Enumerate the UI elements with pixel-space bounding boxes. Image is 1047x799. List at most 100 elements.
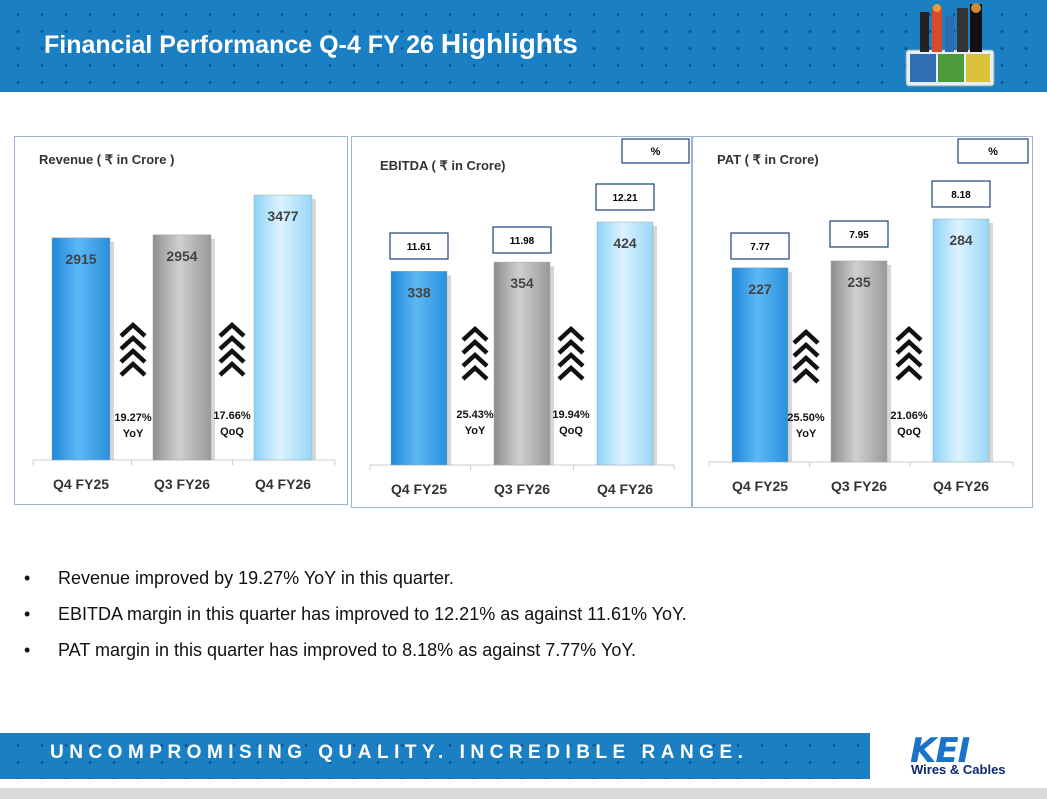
growth-arrow-chevron bbox=[557, 351, 585, 368]
bar-value-label: 227 bbox=[748, 281, 772, 297]
growth-arrow-chevron bbox=[792, 328, 820, 345]
margin-box bbox=[730, 232, 790, 260]
bar-value-label: 235 bbox=[847, 274, 871, 290]
growth-label: QoQ bbox=[559, 425, 583, 437]
bar bbox=[493, 261, 551, 466]
bar bbox=[830, 260, 888, 463]
growth-arrow-chevron bbox=[557, 364, 585, 381]
growth-arrow-chevron bbox=[119, 334, 147, 351]
highlights-list: • Revenue improved by 19.27% YoY in this … bbox=[24, 566, 924, 674]
page-title: Financial Performance Q-4 FY 26 Highligh… bbox=[44, 28, 578, 60]
growth-arrow-chevron bbox=[119, 321, 147, 338]
growth-arrow-chevron bbox=[792, 354, 820, 371]
bullet-mark: • bbox=[24, 604, 31, 624]
growth-arrow-chevron bbox=[119, 360, 147, 377]
growth-arrow-chevron bbox=[895, 364, 923, 381]
growth-arrow-chevron bbox=[218, 321, 246, 338]
growth-percent: 19.94% bbox=[552, 409, 590, 421]
bottom-strip bbox=[0, 788, 1047, 799]
growth-percent: 25.43% bbox=[456, 409, 494, 421]
growth-arrow-chevron bbox=[557, 338, 585, 355]
x-tick-label: Q4 FY26 bbox=[933, 478, 989, 494]
margin-box bbox=[931, 180, 991, 208]
margin-value: 7.95 bbox=[849, 230, 869, 241]
margin-value: 11.61 bbox=[407, 242, 432, 253]
margin-header-label: % bbox=[651, 146, 661, 158]
bar bbox=[390, 271, 448, 466]
growth-label: YoY bbox=[796, 428, 817, 440]
growth-arrow-chevron bbox=[792, 367, 820, 384]
bar-value-label: 354 bbox=[510, 275, 534, 291]
growth-label: YoY bbox=[465, 425, 486, 437]
page-title-main: Financial Performance Q-4 FY 26 bbox=[44, 31, 434, 59]
margin-value: 8.18 bbox=[951, 190, 971, 201]
bullet-text: Revenue improved by 19.27% YoY in this q… bbox=[58, 568, 454, 588]
ebitda-chart-panel: EBITDA ( ₹ in Crore) 338 Q4 FY25 11.61 354 Q3… bbox=[351, 136, 692, 508]
growth-arrow-chevron bbox=[895, 351, 923, 368]
margin-box bbox=[829, 220, 889, 248]
cables-product-image bbox=[905, 3, 995, 87]
kei-logo-subtitle: Wires & Cables bbox=[911, 762, 1006, 777]
tagline: UNCOMPROMISING QUALITY. INCREDIBLE RANGE… bbox=[50, 742, 749, 763]
growth-percent: 17.66% bbox=[213, 410, 251, 422]
margin-box bbox=[492, 226, 552, 254]
margin-value: 7.77 bbox=[750, 242, 770, 253]
bar bbox=[731, 267, 789, 463]
bar bbox=[932, 218, 990, 463]
margin-header-label: % bbox=[988, 146, 998, 158]
bar-value-label: 2915 bbox=[65, 251, 96, 267]
x-tick-label: Q4 FY26 bbox=[597, 481, 653, 497]
chart-title: PAT ( ₹ in Crore) bbox=[717, 152, 819, 167]
margin-box bbox=[389, 232, 449, 260]
pat-chart: PAT ( ₹ in Crore) 227 Q4 FY25 7.77 235 Q3 FY2… bbox=[708, 138, 1029, 494]
growth-label: QoQ bbox=[897, 426, 921, 438]
x-tick-label: Q4 FY25 bbox=[53, 476, 109, 492]
growth-arrow-chevron bbox=[461, 338, 489, 355]
growth-arrow-chevron bbox=[461, 325, 489, 342]
growth-arrow-chevron bbox=[895, 325, 923, 342]
bar-value-label: 424 bbox=[613, 235, 637, 251]
x-tick-label: Q3 FY26 bbox=[831, 478, 887, 494]
kei-logo-text: KEI bbox=[910, 731, 970, 771]
growth-percent: 25.50% bbox=[787, 412, 825, 424]
growth-arrow-chevron bbox=[792, 341, 820, 358]
brand-logo: KEI Wires & Cables bbox=[880, 731, 1030, 779]
x-tick-label: Q3 FY26 bbox=[494, 481, 550, 497]
pat-chart-panel: PAT ( ₹ in Crore) 227 Q4 FY25 7.77 235 Q3 FY2… bbox=[692, 136, 1033, 508]
bullet-text: PAT margin in this quarter has improved … bbox=[58, 640, 637, 660]
bar bbox=[152, 234, 212, 461]
growth-arrow-chevron bbox=[119, 347, 147, 364]
ebitda-chart: EBITDA ( ₹ in Crore) 338 Q4 FY25 11.61 354 Q3… bbox=[369, 138, 690, 497]
bar-value-label: 338 bbox=[407, 284, 431, 300]
margin-header-box bbox=[957, 138, 1029, 164]
highlight-pat: • PAT margin in this quarter has improved… bbox=[24, 638, 924, 674]
header-banner: Financial Performance Q-4 FY 26 Highligh… bbox=[0, 0, 1047, 92]
bar bbox=[596, 221, 654, 466]
margin-header-box bbox=[621, 138, 690, 164]
page-title-tail: Highlights bbox=[440, 28, 578, 59]
growth-arrow-chevron bbox=[895, 338, 923, 355]
growth-arrow-chevron bbox=[461, 364, 489, 381]
x-tick-label: Q3 FY26 bbox=[154, 476, 210, 492]
bullet-text: EBITDA margin in this quarter has improv… bbox=[58, 604, 687, 624]
highlight-revenue: • Revenue improved by 19.27% YoY in this … bbox=[24, 566, 924, 602]
growth-percent: 21.06% bbox=[890, 410, 928, 422]
bar-value-label: 284 bbox=[949, 232, 973, 248]
revenue-chart-panel: Revenue ( ₹ in Crore ) 2915 Q4 FY25 2954 Q3 … bbox=[14, 136, 348, 505]
margin-box bbox=[595, 183, 655, 211]
bullet-mark: • bbox=[24, 568, 31, 588]
bar-value-label: 2954 bbox=[166, 248, 197, 264]
x-tick-label: Q4 FY25 bbox=[391, 481, 447, 497]
x-tick-label: Q4 FY25 bbox=[732, 478, 788, 494]
chart-title: Revenue ( ₹ in Crore ) bbox=[39, 152, 174, 167]
margin-value: 11.98 bbox=[510, 236, 535, 247]
growth-arrow-chevron bbox=[218, 347, 246, 364]
growth-arrow-chevron bbox=[557, 325, 585, 342]
chart-title: EBITDA ( ₹ in Crore) bbox=[380, 158, 506, 173]
bar bbox=[253, 194, 313, 461]
growth-label: YoY bbox=[123, 428, 144, 440]
margin-value: 12.21 bbox=[612, 193, 637, 204]
x-tick-label: Q4 FY26 bbox=[255, 476, 311, 492]
growth-arrow-chevron bbox=[461, 351, 489, 368]
bullet-mark: • bbox=[24, 640, 31, 660]
